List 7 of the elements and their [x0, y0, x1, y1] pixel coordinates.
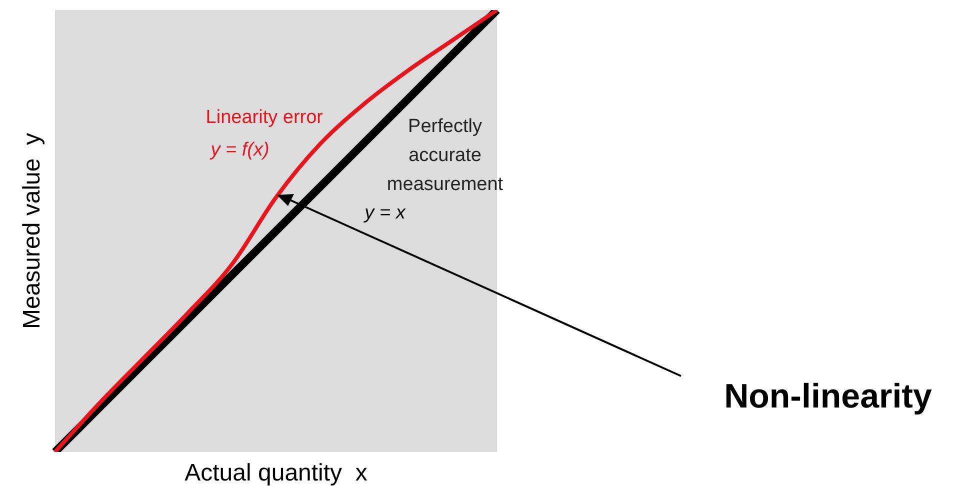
- annotation: y = x: [362, 202, 407, 224]
- text: Non-linearity: [724, 377, 932, 416]
- series-label: Perfectly accurate measurement: [386, 116, 504, 196]
- series-label: Linearity error: [206, 107, 324, 128]
- y-axis-title: Measured value y: [18, 132, 46, 330]
- x-axis-title: Actual quantity x: [184, 460, 368, 486]
- annotation: y = f(x): [208, 139, 270, 160]
